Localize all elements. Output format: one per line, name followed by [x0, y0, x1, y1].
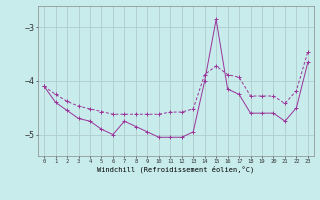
- X-axis label: Windchill (Refroidissement éolien,°C): Windchill (Refroidissement éolien,°C): [97, 166, 255, 173]
